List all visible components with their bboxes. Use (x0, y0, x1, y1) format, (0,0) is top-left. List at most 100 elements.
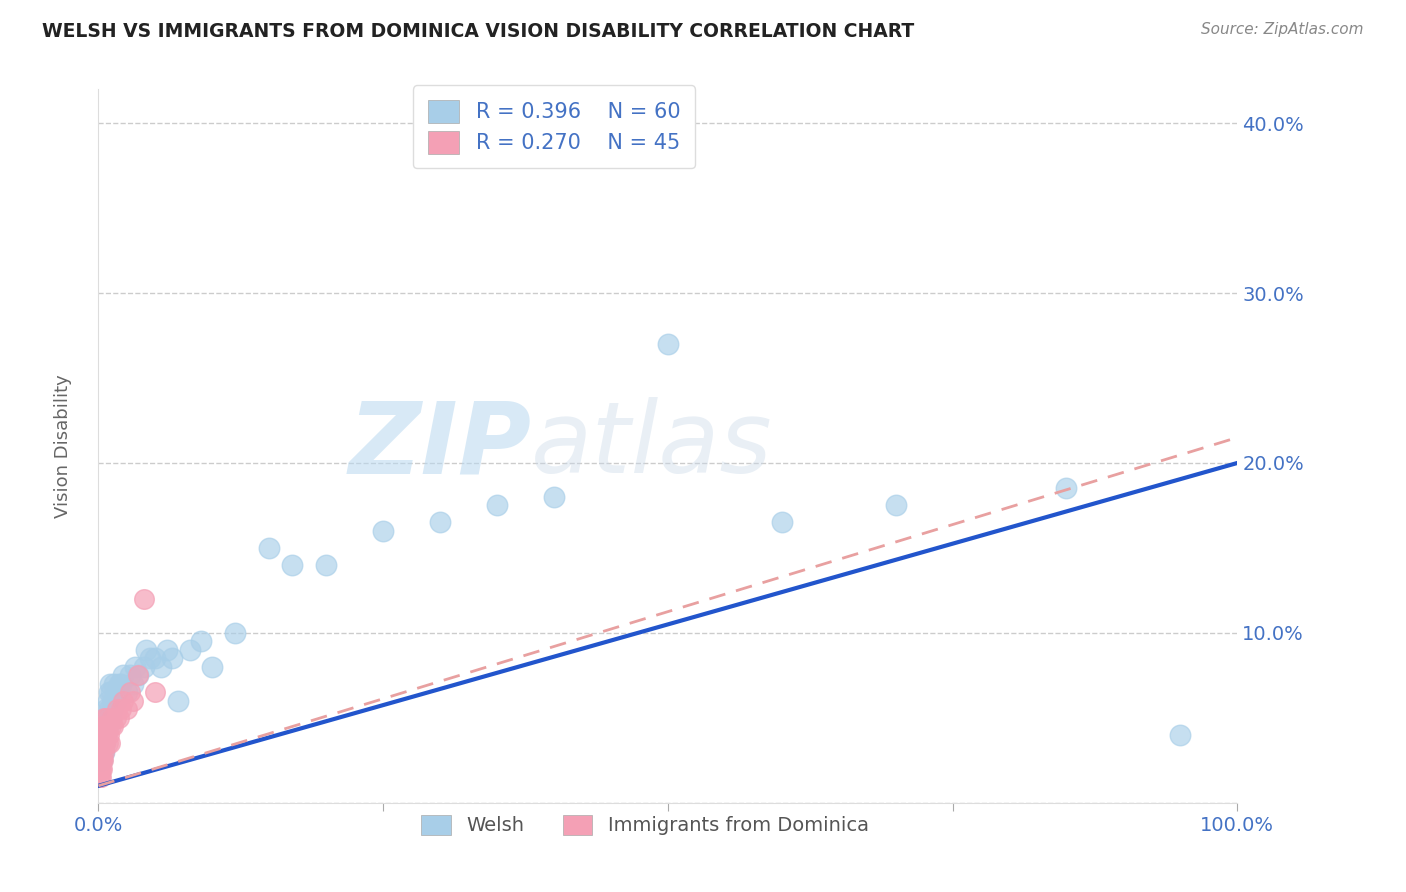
Legend: Welsh, Immigrants from Dominica: Welsh, Immigrants from Dominica (413, 807, 876, 843)
Point (150, 660, 173, 674)
Point (179, 643, 201, 657)
Point (89, 745, 111, 759)
Point (103, 677, 125, 691)
Point (120, 668, 142, 682)
Point (281, 558, 304, 572)
Point (91, 745, 114, 759)
Text: WELSH VS IMMIGRANTS FROM DOMINICA VISION DISABILITY CORRELATION CHART: WELSH VS IMMIGRANTS FROM DOMINICA VISION… (42, 22, 914, 41)
Point (104, 694, 127, 708)
Point (103, 694, 125, 708)
Text: ZIP: ZIP (349, 398, 531, 494)
Point (91, 753, 114, 767)
Point (97, 685, 120, 699)
Point (98, 677, 121, 691)
Point (145, 651, 167, 665)
Point (90, 736, 112, 750)
Point (90, 762, 112, 776)
Point (884, 499, 907, 513)
Point (224, 626, 246, 640)
Point (87, 753, 110, 767)
Point (145, 685, 167, 699)
Point (105, 702, 128, 716)
Point (112, 668, 135, 682)
Point (112, 694, 135, 708)
Point (201, 660, 224, 674)
Point (89, 745, 111, 759)
Point (135, 643, 157, 657)
Point (94, 736, 117, 750)
Point (108, 711, 131, 725)
Point (89, 762, 111, 776)
Point (91, 736, 114, 750)
Point (110, 702, 132, 716)
Point (101, 702, 124, 716)
Point (87, 762, 110, 776)
Point (93, 728, 115, 742)
Text: Source: ZipAtlas.com: Source: ZipAtlas.com (1201, 22, 1364, 37)
Point (115, 685, 138, 699)
Point (90, 753, 112, 767)
Point (108, 677, 131, 691)
Point (90, 745, 112, 759)
Point (110, 677, 132, 691)
Point (98, 711, 121, 725)
Point (657, 337, 679, 351)
Point (115, 702, 138, 716)
Point (90, 736, 112, 750)
Point (1170, 728, 1192, 742)
Point (124, 660, 146, 674)
Point (90, 770, 112, 784)
Point (94, 719, 117, 733)
Point (132, 591, 155, 606)
Text: atlas: atlas (531, 398, 773, 494)
Point (94, 736, 117, 750)
Point (89, 736, 111, 750)
Point (93, 736, 115, 750)
Point (132, 660, 155, 674)
Point (90, 728, 112, 742)
Point (96, 728, 118, 742)
Text: Vision Disability: Vision Disability (55, 374, 72, 518)
Point (156, 643, 179, 657)
Point (103, 719, 125, 733)
Point (98, 736, 121, 750)
Point (120, 685, 142, 699)
Point (121, 694, 143, 708)
Point (138, 651, 160, 665)
Point (96, 736, 118, 750)
Point (121, 677, 143, 691)
Point (543, 490, 565, 504)
Point (315, 558, 337, 572)
Point (127, 668, 149, 682)
Point (100, 719, 122, 733)
Point (90, 728, 112, 742)
Point (486, 499, 509, 513)
Point (105, 685, 128, 699)
Point (100, 685, 122, 699)
Point (96, 711, 118, 725)
Point (96, 702, 118, 716)
Point (162, 651, 184, 665)
Point (96, 719, 118, 733)
Point (91, 719, 114, 733)
Point (90, 753, 112, 767)
Point (93, 711, 115, 725)
Point (93, 745, 115, 759)
Point (96, 728, 118, 742)
Point (97, 728, 120, 742)
Point (91, 728, 114, 742)
Point (96, 719, 118, 733)
Point (429, 516, 451, 530)
Point (89, 770, 111, 784)
Point (94, 711, 117, 725)
Point (101, 711, 124, 725)
Point (104, 711, 127, 725)
Point (190, 634, 212, 648)
Point (1054, 482, 1078, 496)
Point (89, 753, 111, 767)
Point (90, 745, 112, 759)
Point (89, 745, 111, 759)
Point (127, 668, 149, 682)
Point (90, 728, 112, 742)
Point (371, 524, 394, 538)
